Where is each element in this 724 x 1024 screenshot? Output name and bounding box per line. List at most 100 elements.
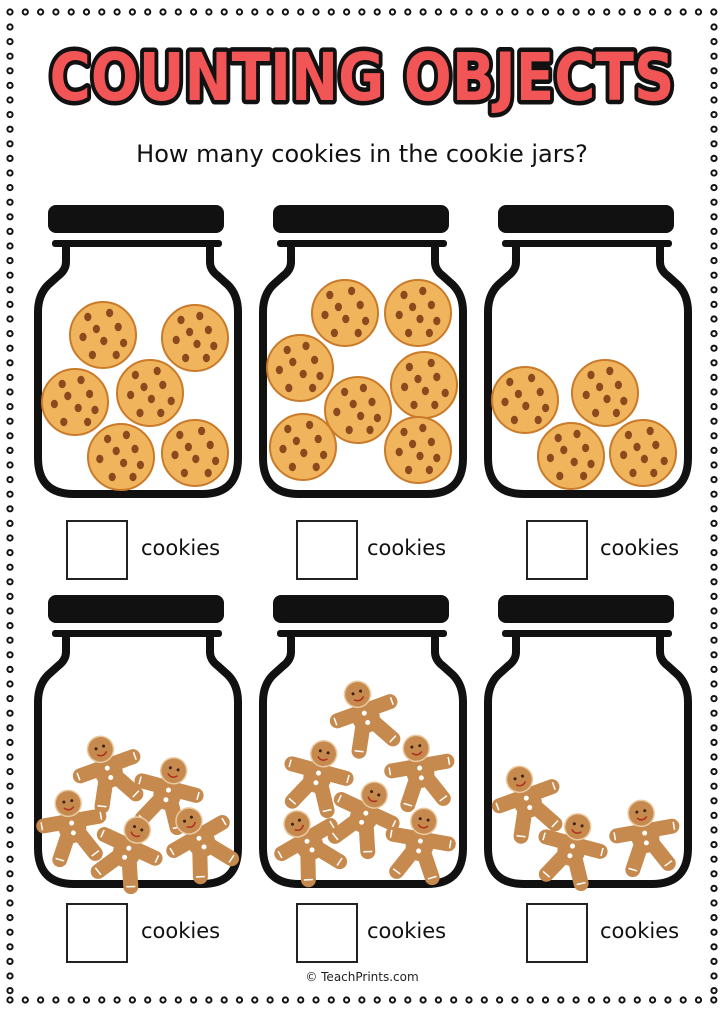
cookie	[609, 419, 677, 487]
jar-lid	[498, 595, 674, 623]
border-dot	[710, 505, 718, 513]
jar-lid	[273, 205, 449, 233]
border-dot	[6, 592, 14, 601]
border-dot	[6, 797, 14, 805]
border-dot	[710, 870, 718, 878]
border-dot	[710, 8, 718, 16]
border-dot	[6, 300, 14, 308]
border-dot	[6, 987, 14, 995]
border-dot	[6, 81, 14, 90]
border-dot	[6, 125, 14, 133]
border-dot	[6, 534, 14, 542]
border-dot	[6, 359, 14, 367]
border-dot	[6, 870, 14, 878]
border-dot	[710, 592, 718, 601]
gingerbread-man	[491, 765, 563, 844]
answer-box-5[interactable]	[296, 903, 358, 963]
cookie	[311, 279, 379, 347]
border-dot	[174, 996, 182, 1004]
border-dot	[710, 359, 718, 367]
border-dot	[710, 300, 718, 308]
jar-rim	[502, 630, 672, 637]
cookie	[491, 366, 559, 434]
border-dot	[710, 943, 718, 951]
jar-lid	[498, 205, 674, 233]
border-dot	[710, 476, 718, 484]
answer-label-5: cookies	[367, 919, 447, 943]
border-dot	[710, 403, 718, 411]
border-dot	[266, 8, 274, 16]
border-dot	[710, 578, 718, 586]
cookie	[384, 416, 452, 484]
gingerbread-man	[90, 816, 163, 895]
border-dot	[327, 8, 335, 16]
border-dot	[710, 797, 718, 805]
answer-box-4[interactable]	[66, 903, 128, 963]
border-dot	[710, 987, 718, 995]
jar-lid	[48, 205, 224, 233]
cookie-jar-5	[259, 595, 467, 888]
border-dot	[710, 154, 718, 162]
border-dot	[710, 724, 718, 732]
border-dot	[710, 841, 718, 849]
border-dot	[480, 996, 488, 1004]
border-dot	[710, 826, 718, 834]
border-dot	[526, 996, 534, 1004]
border-dot	[6, 695, 14, 703]
border-dot	[6, 330, 14, 338]
border-dot	[6, 344, 14, 352]
answer-box-3[interactable]	[526, 520, 588, 580]
border-dot	[205, 8, 213, 16]
border-dot	[6, 665, 14, 674]
border-dot	[235, 8, 244, 16]
border-dot	[404, 996, 412, 1004]
border-dot	[710, 972, 718, 980]
border-dot	[710, 271, 718, 279]
border-dot	[6, 996, 14, 1004]
border-dot	[281, 8, 289, 16]
cookie	[161, 419, 229, 487]
answer-box-1[interactable]	[66, 520, 128, 580]
border-dot	[21, 996, 29, 1004]
border-dot	[6, 928, 14, 936]
cookie	[537, 422, 605, 490]
border-dot	[297, 8, 305, 16]
border-dot	[710, 957, 718, 966]
border-dot	[679, 8, 687, 16]
border-dot	[174, 8, 182, 16]
border-dot	[710, 242, 718, 250]
border-dot	[465, 8, 473, 16]
border-dot	[343, 8, 351, 16]
border-dot	[220, 996, 228, 1004]
border-dot	[618, 8, 626, 16]
jar-body	[259, 636, 467, 888]
border-dot	[6, 972, 14, 980]
border-dot	[327, 996, 335, 1004]
border-dot	[251, 996, 259, 1004]
border-dot	[603, 996, 611, 1004]
answer-label-6: cookies	[600, 919, 680, 943]
answer-box-2[interactable]	[296, 520, 358, 580]
gingerbread-man	[72, 735, 144, 814]
page-title: COUNTING OBJECTS	[50, 39, 675, 116]
border-dot	[603, 8, 611, 16]
border-dot	[679, 996, 687, 1004]
border-dot	[6, 257, 14, 265]
border-dot	[128, 996, 136, 1004]
border-dot	[710, 213, 718, 221]
answer-label-2: cookies	[367, 536, 447, 560]
border-dot	[6, 914, 14, 922]
border-dot	[6, 227, 14, 235]
answer-box-6[interactable]	[526, 903, 588, 963]
border-dot	[37, 8, 45, 16]
border-dot	[710, 563, 718, 571]
border-dot	[6, 578, 14, 586]
border-dot	[52, 996, 60, 1004]
border-dot	[6, 184, 14, 192]
border-dot	[6, 198, 14, 206]
border-dot	[694, 996, 703, 1004]
border-dot	[113, 8, 121, 16]
border-dot	[710, 227, 718, 235]
border-dot	[710, 738, 718, 747]
gingerbread-man	[329, 680, 401, 759]
